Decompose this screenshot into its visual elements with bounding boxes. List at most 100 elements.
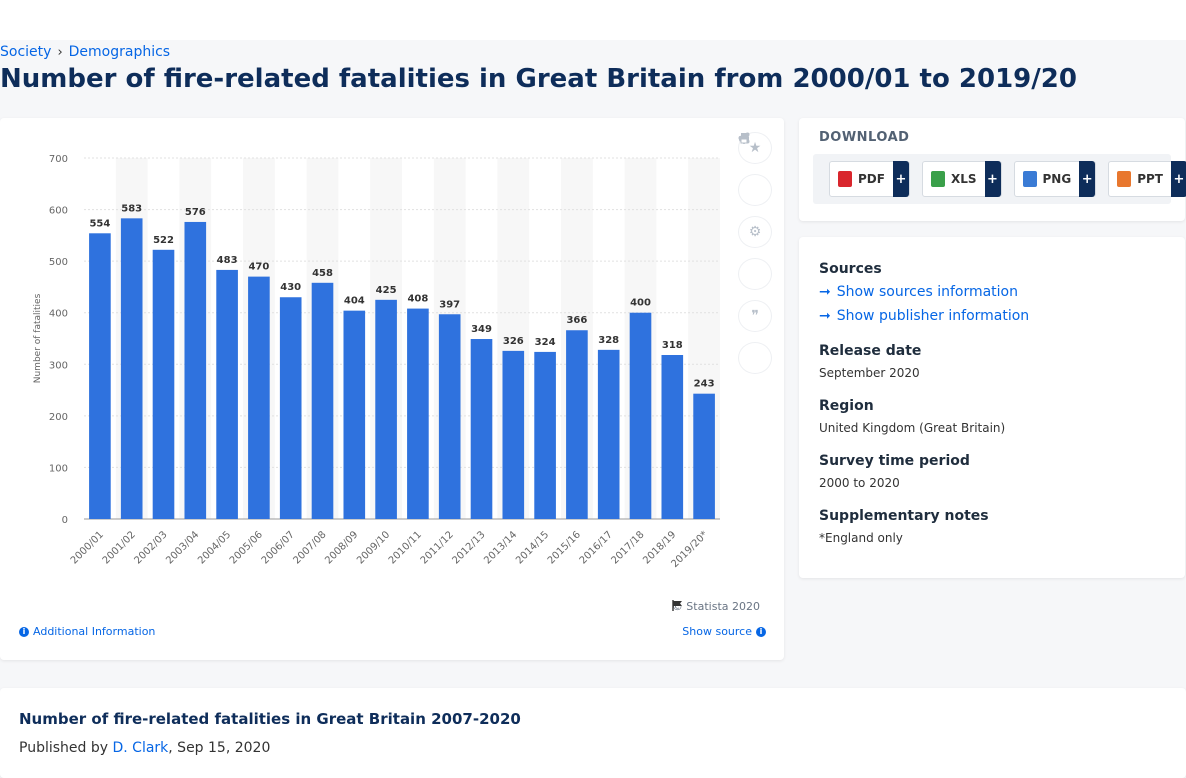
y-tick-label: 100	[49, 463, 68, 474]
top-bar	[0, 0, 1186, 40]
x-tick-label: 2014/15	[514, 529, 551, 566]
x-tick-label: 2010/11	[387, 529, 424, 566]
bar	[184, 221, 207, 519]
x-tick-label: 2006/07	[260, 529, 297, 566]
show-publisher-link[interactable]: ➞ Show publisher information	[819, 308, 1029, 324]
info-icon: i	[756, 626, 766, 637]
y-tick-label: 200	[49, 412, 68, 423]
download-xls-label: XLS	[950, 172, 977, 186]
published-prefix: Published by	[19, 740, 109, 756]
data-label: 318	[662, 340, 683, 351]
notification-button[interactable]	[738, 133, 772, 206]
data-label: 366	[566, 315, 587, 326]
bar	[438, 314, 461, 519]
data-label: 400	[630, 298, 651, 309]
bar	[566, 330, 588, 519]
x-tick-label: 2017/18	[609, 529, 646, 566]
x-tick-label: 2008/09	[323, 529, 360, 566]
xls-file-icon	[930, 171, 945, 187]
breadcrumb: Society › Demographics	[0, 44, 170, 60]
article-card: Number of fire-related fatalities in Gre…	[0, 688, 1186, 778]
data-label: 576	[185, 207, 206, 218]
settings-button[interactable]: ⚙	[738, 216, 772, 248]
data-label: 522	[153, 235, 174, 246]
data-label: 470	[248, 262, 269, 273]
x-tick-label: 2013/14	[482, 529, 519, 566]
x-tick-label: 2001/02	[101, 529, 138, 566]
arrow-right-icon: ➞	[819, 308, 831, 324]
bar	[661, 355, 684, 519]
supplementary-notes-heading: Supplementary notes	[819, 508, 989, 524]
region-heading: Region	[819, 398, 874, 414]
download-title: DOWNLOAD	[819, 130, 910, 145]
additional-information-link[interactable]: i Additional Information	[19, 625, 155, 638]
bar	[89, 233, 111, 519]
region-value: United Kingdom (Great Britain)	[819, 421, 1006, 435]
y-tick-label: 600	[49, 206, 68, 217]
page-title: Number of fire-related fatalities in Gre…	[0, 64, 1077, 94]
download-ppt-button[interactable]: PPT +	[1108, 161, 1186, 197]
pdf-file-icon	[838, 171, 852, 187]
chart-card: 0 100 200 300 400 500 600 700 Number of fataliti…	[0, 118, 784, 660]
print-button[interactable]	[738, 133, 772, 374]
share-button[interactable]	[738, 132, 772, 290]
data-label: 328	[598, 335, 619, 346]
bar	[343, 310, 366, 519]
x-tick-label: 2004/05	[196, 529, 233, 566]
data-label: 583	[121, 203, 142, 214]
x-tick-label: 2016/17	[578, 529, 615, 566]
show-source-link[interactable]: Show source i	[682, 625, 766, 638]
x-tick-label: 2000/01	[69, 529, 106, 566]
data-label: 349	[471, 324, 492, 335]
gear-icon: ⚙	[748, 224, 762, 240]
data-label: 404	[344, 296, 365, 307]
quote-icon: ❞	[751, 308, 759, 324]
x-tick-label: 2002/03	[132, 529, 169, 566]
bar	[311, 282, 334, 519]
download-png-label: PNG	[1042, 172, 1072, 186]
plus-icon: +	[984, 161, 1001, 197]
data-label: 554	[89, 218, 110, 229]
download-xls-button[interactable]: XLS +	[921, 161, 1002, 197]
download-pdf-button[interactable]: PDF +	[829, 161, 910, 197]
data-label: 458	[312, 268, 333, 279]
data-label: 324	[535, 337, 556, 348]
cite-button[interactable]: ❞	[738, 300, 772, 332]
data-label: 430	[280, 282, 301, 293]
additional-information-label: Additional Information	[33, 625, 156, 638]
bar	[248, 276, 270, 519]
statistic-details: Sources ➞ Show sources information ➞ Sho…	[799, 237, 1185, 578]
plus-icon: +	[1079, 161, 1096, 197]
chart-toolbar: ★ ⚙ ❞	[738, 132, 772, 384]
copyright: © Statista 2020	[672, 600, 766, 613]
show-sources-label: Show sources information	[836, 284, 1018, 300]
sources-heading: Sources	[819, 261, 882, 277]
y-tick-label: 0	[62, 515, 68, 526]
copyright-text: © Statista 2020	[671, 600, 760, 613]
download-panel: DOWNLOAD PDF + XLS + PNG + PPT +	[799, 118, 1186, 221]
release-date-heading: Release date	[819, 343, 922, 359]
author-link[interactable]: D. Clark	[112, 740, 169, 756]
bar	[693, 393, 715, 519]
show-sources-link[interactable]: ➞ Show sources information	[819, 284, 1018, 300]
bar	[120, 218, 143, 519]
x-tick-label: 2015/16	[546, 529, 583, 566]
plus-icon: +	[892, 161, 909, 197]
data-label: 483	[217, 255, 238, 266]
x-tick-label: 2012/13	[450, 529, 487, 566]
breadcrumb-demographics[interactable]: Demographics	[68, 44, 171, 60]
y-tick-label: 700	[49, 154, 68, 165]
y-tick-label: 300	[49, 360, 68, 371]
data-label: 425	[376, 285, 397, 296]
arrow-right-icon: ➞	[819, 284, 831, 300]
breadcrumb-society[interactable]: Society	[0, 44, 52, 60]
bar-chart: 0 100 200 300 400 500 600 700 Number of fataliti…	[33, 154, 720, 570]
y-tick-label: 500	[49, 257, 68, 268]
breadcrumb-separator: ›	[57, 44, 63, 60]
bar	[534, 351, 556, 519]
plus-icon: +	[1170, 161, 1186, 197]
download-png-button[interactable]: PNG +	[1013, 161, 1097, 197]
bar	[470, 339, 493, 519]
bar	[597, 349, 620, 519]
download-buttons: PDF + XLS + PNG + PPT +	[813, 154, 1186, 204]
